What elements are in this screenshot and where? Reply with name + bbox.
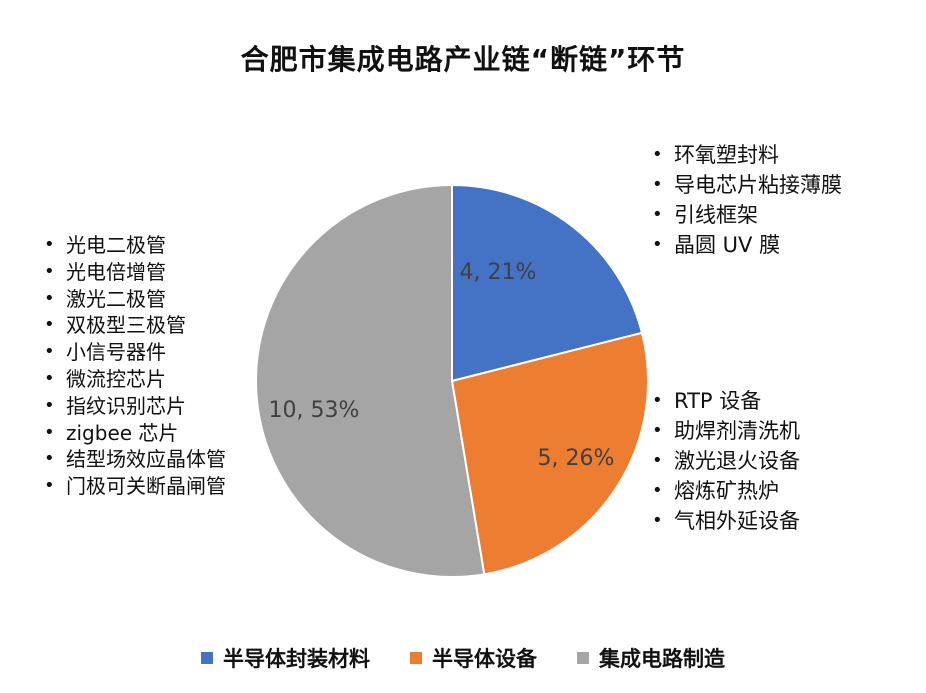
list-item: 导电芯片粘接薄膜	[648, 170, 842, 200]
list-item: 微流控芯片	[40, 366, 226, 393]
data-label: 10, 53%	[269, 398, 360, 423]
legend-item-equipment: 半导体设备	[410, 643, 537, 673]
manufacturing-list: 光电二极管 光电倍增管 激光二极管 双极型三极管 小信号器件 微流控芯片 指纹识…	[40, 232, 226, 500]
pie-slice-manufacturing	[255, 183, 486, 578]
data-label: 5, 26%	[538, 446, 615, 471]
list-item: 光电二极管	[40, 232, 226, 259]
chart-title: 合肥市集成电路产业链“断链”环节	[240, 43, 686, 76]
legend: 半导体封装材料 半导体设备 集成电路制造	[0, 643, 926, 673]
list-item: 指纹识别芯片	[40, 393, 226, 420]
list-item: 气相外延设备	[648, 506, 800, 536]
list-item: 双极型三极管	[40, 312, 226, 339]
list-item: 熔炼矿热炉	[648, 476, 800, 506]
list-item: zigbee 芯片	[40, 420, 226, 447]
list-item: 晶圆 UV 膜	[648, 230, 842, 260]
legend-item-manufacturing: 集成电路制造	[577, 643, 725, 673]
pie-slice-packaging	[451, 183, 644, 383]
legend-label: 半导体封装材料	[223, 647, 370, 671]
list-item: 激光退火设备	[648, 446, 800, 476]
list-item: 结型场效应晶体管	[40, 446, 226, 473]
legend-item-packaging: 半导体封装材料	[201, 643, 370, 673]
list-item: 助焊剂清洗机	[648, 416, 800, 446]
legend-swatch	[410, 652, 422, 664]
list-item: 小信号器件	[40, 339, 226, 366]
list-item: 引线框架	[648, 200, 842, 230]
data-label: 4, 21%	[460, 260, 537, 285]
list-item: 门极可关断晶闸管	[40, 473, 226, 500]
legend-label: 集成电路制造	[599, 647, 725, 671]
packaging-materials-list: 环氧塑封料 导电芯片粘接薄膜 引线框架 晶圆 UV 膜	[648, 140, 842, 260]
list-item: 光电倍增管	[40, 259, 226, 286]
equipment-list: RTP 设备 助焊剂清洗机 激光退火设备 熔炼矿热炉 气相外延设备	[648, 386, 800, 536]
pie-slice-equipment	[450, 331, 649, 576]
list-item: 环氧塑封料	[648, 140, 842, 170]
legend-swatch	[201, 652, 213, 664]
list-item: 激光二极管	[40, 286, 226, 313]
legend-swatch	[577, 652, 589, 664]
legend-label: 半导体设备	[432, 647, 537, 671]
list-item: RTP 设备	[648, 386, 800, 416]
